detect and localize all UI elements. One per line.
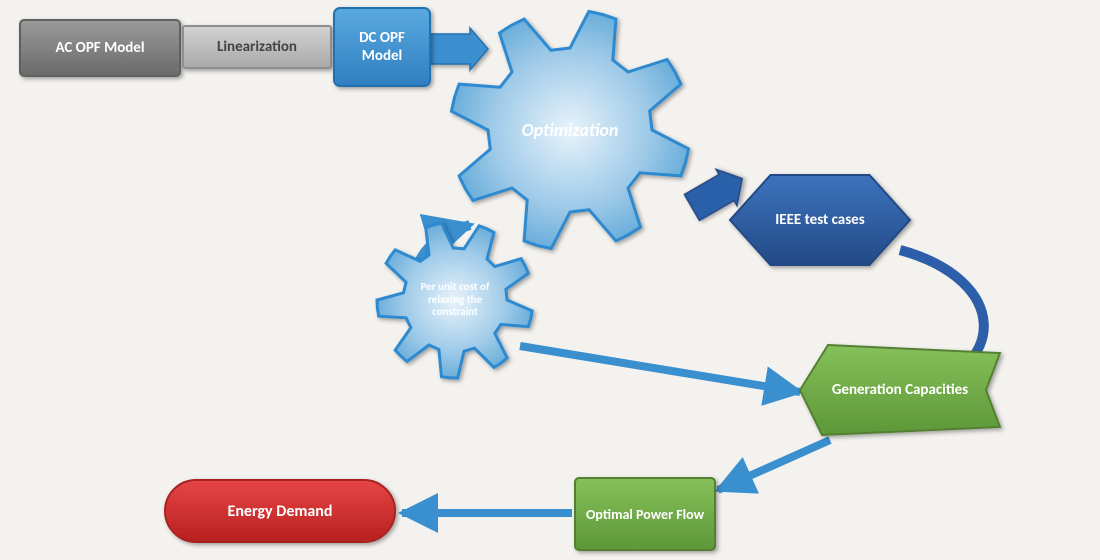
ieee-test-cases-hex: IEEE test cases [730,175,910,265]
optimization-gear-icon: Optimization [488,48,652,212]
label: DC OPF Model [340,29,424,65]
label: Linearization [217,38,297,56]
label: Optimal Power Flow [586,506,704,523]
label: Generation Capacities [832,381,968,399]
ac-opf-model-box: AC OPF Model [20,20,180,76]
dc-opf-model-box: DC OPF Model [334,8,430,86]
label: IEEE test cases [775,211,864,229]
optimal-power-flow-box: Optimal Power Flow [575,478,715,550]
label: Energy Demand [228,502,333,521]
linearization-box: Linearization [183,26,331,68]
energy-demand-pill: Energy Demand [165,480,395,542]
generation-capacities-box: Generation Capacities [800,345,1000,435]
label: Optimization [522,119,619,141]
label: Per unit cost of relaxing the constraint [409,281,501,319]
per-unit-cost-gear-icon: Per unit cost of relaxing the constraint [403,248,507,352]
label: AC OPF Model [55,39,144,57]
